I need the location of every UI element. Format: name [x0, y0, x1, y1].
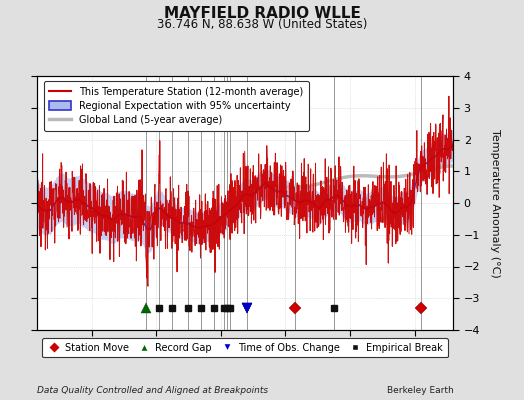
Text: 36.746 N, 88.638 W (United States): 36.746 N, 88.638 W (United States) [157, 18, 367, 31]
Y-axis label: Temperature Anomaly (°C): Temperature Anomaly (°C) [489, 129, 499, 277]
Legend: Station Move, Record Gap, Time of Obs. Change, Empirical Break: Station Move, Record Gap, Time of Obs. C… [42, 338, 448, 358]
Text: Berkeley Earth: Berkeley Earth [387, 386, 453, 395]
Text: Data Quality Controlled and Aligned at Breakpoints: Data Quality Controlled and Aligned at B… [37, 386, 268, 395]
Text: MAYFIELD RADIO WLLE: MAYFIELD RADIO WLLE [163, 6, 361, 21]
Legend: This Temperature Station (12-month average), Regional Expectation with 95% uncer: This Temperature Station (12-month avera… [43, 81, 309, 131]
